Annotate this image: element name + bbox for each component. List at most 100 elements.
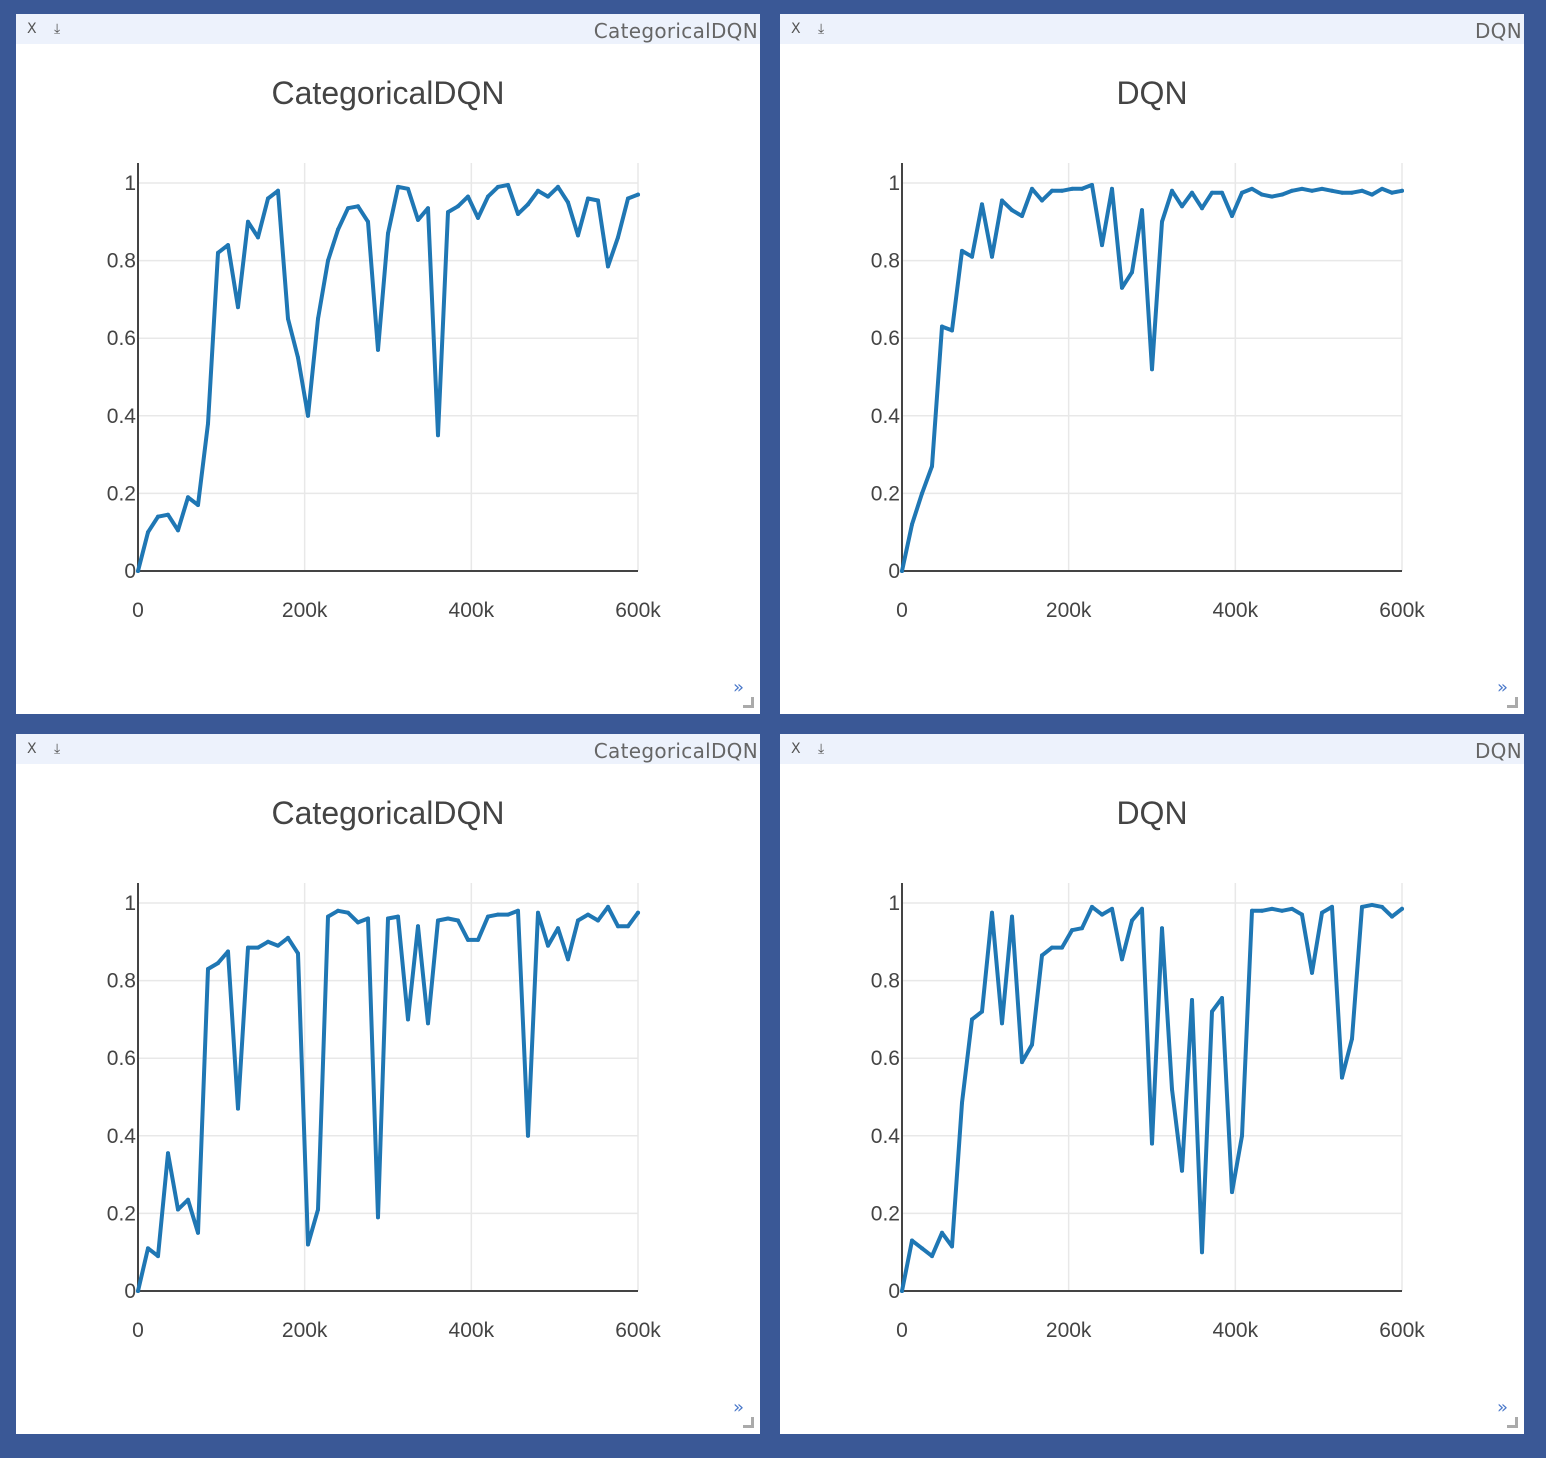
data-point[interactable] xyxy=(1070,928,1074,933)
data-point[interactable] xyxy=(166,1151,170,1156)
pane-title-bar[interactable]: X ⤓ CategoricalDQN xyxy=(16,734,760,764)
download-icon[interactable]: ⤓ xyxy=(818,741,825,757)
data-point[interactable] xyxy=(1330,188,1334,193)
data-point[interactable] xyxy=(1340,190,1344,195)
data-point[interactable] xyxy=(900,1289,904,1293)
data-point[interactable] xyxy=(306,413,310,418)
data-point[interactable] xyxy=(496,912,500,917)
data-point[interactable] xyxy=(990,254,994,259)
data-point[interactable] xyxy=(156,1254,160,1259)
data-point[interactable] xyxy=(176,1207,180,1212)
data-point[interactable] xyxy=(1270,906,1274,911)
data-point[interactable] xyxy=(1320,186,1324,191)
data-point[interactable] xyxy=(1280,192,1284,197)
data-point[interactable] xyxy=(136,569,140,573)
data-point[interactable] xyxy=(940,1230,944,1235)
data-point[interactable] xyxy=(1260,908,1264,913)
data-point[interactable] xyxy=(1340,1075,1344,1080)
download-icon[interactable]: ⤓ xyxy=(54,21,61,37)
data-point[interactable] xyxy=(356,204,360,209)
data-point[interactable] xyxy=(1150,367,1154,372)
data-point[interactable] xyxy=(1390,190,1394,195)
data-point[interactable] xyxy=(1030,1042,1034,1047)
expand-icon[interactable]: » xyxy=(732,1397,744,1418)
data-point[interactable] xyxy=(336,227,340,232)
download-icon[interactable]: ⤓ xyxy=(54,741,61,757)
data-point[interactable] xyxy=(516,908,520,913)
data-point[interactable] xyxy=(566,957,570,962)
data-point[interactable] xyxy=(970,1017,974,1022)
data-point[interactable] xyxy=(476,215,480,220)
data-point[interactable] xyxy=(326,914,330,919)
data-point[interactable] xyxy=(526,1133,530,1138)
data-point[interactable] xyxy=(176,528,180,533)
data-point[interactable] xyxy=(466,937,470,942)
data-point[interactable] xyxy=(356,920,360,925)
data-point[interactable] xyxy=(556,926,560,931)
data-point[interactable] xyxy=(526,202,530,207)
data-point[interactable] xyxy=(276,943,280,948)
series-line[interactable] xyxy=(900,902,1404,1293)
series-line[interactable] xyxy=(136,904,640,1293)
data-point[interactable] xyxy=(1070,186,1074,191)
expand-icon[interactable]: » xyxy=(1496,1397,1508,1418)
data-point[interactable] xyxy=(1320,910,1324,915)
data-point[interactable] xyxy=(626,196,630,201)
data-point[interactable] xyxy=(1060,945,1064,950)
data-point[interactable] xyxy=(1360,188,1364,193)
data-point[interactable] xyxy=(586,196,590,201)
data-point[interactable] xyxy=(1030,186,1034,191)
data-point[interactable] xyxy=(1310,188,1314,193)
series-line[interactable] xyxy=(136,182,640,573)
data-point[interactable] xyxy=(266,939,270,944)
data-point[interactable] xyxy=(576,233,580,238)
data-point[interactable] xyxy=(1330,904,1334,909)
data-point[interactable] xyxy=(246,945,250,950)
data-point[interactable] xyxy=(216,961,220,966)
data-point[interactable] xyxy=(186,495,190,500)
data-point[interactable] xyxy=(376,347,380,352)
line-chart[interactable]: DQN 0 0.2 0.4 0.6 0.8 1 0 200k 400k 600k xyxy=(780,764,1524,1404)
data-point[interactable] xyxy=(990,910,994,915)
data-point[interactable] xyxy=(606,264,610,269)
resize-handle[interactable] xyxy=(743,1417,754,1428)
data-point[interactable] xyxy=(960,248,964,253)
data-point[interactable] xyxy=(626,924,630,929)
data-point[interactable] xyxy=(980,1009,984,1014)
data-point[interactable] xyxy=(1310,970,1314,975)
data-point[interactable] xyxy=(346,206,350,211)
data-point[interactable] xyxy=(1260,192,1264,197)
data-point[interactable] xyxy=(476,937,480,942)
data-point[interactable] xyxy=(1280,908,1284,913)
data-point[interactable] xyxy=(1050,945,1054,950)
data-point[interactable] xyxy=(636,192,640,197)
data-point[interactable] xyxy=(1220,996,1224,1001)
data-point[interactable] xyxy=(196,1230,200,1235)
data-point[interactable] xyxy=(1400,188,1404,193)
data-point[interactable] xyxy=(546,194,550,199)
data-point[interactable] xyxy=(1380,904,1384,909)
data-point[interactable] xyxy=(406,1017,410,1022)
data-point[interactable] xyxy=(1360,904,1364,909)
data-point[interactable] xyxy=(456,918,460,923)
data-point[interactable] xyxy=(970,254,974,259)
data-point[interactable] xyxy=(366,916,370,921)
data-point[interactable] xyxy=(1130,270,1134,275)
data-point[interactable] xyxy=(146,530,150,535)
data-point[interactable] xyxy=(920,1246,924,1251)
data-point[interactable] xyxy=(276,188,280,193)
data-point[interactable] xyxy=(950,1244,954,1249)
data-point[interactable] xyxy=(516,212,520,217)
data-point[interactable] xyxy=(940,324,944,329)
data-point[interactable] xyxy=(1120,285,1124,290)
data-point[interactable] xyxy=(436,433,440,438)
line-chart[interactable]: DQN 0 0.2 0.4 0.6 0.8 1 0 200k 400k 600k xyxy=(780,44,1524,684)
data-point[interactable] xyxy=(1180,1168,1184,1173)
data-point[interactable] xyxy=(386,231,390,236)
series-line[interactable] xyxy=(900,182,1404,573)
data-point[interactable] xyxy=(1140,906,1144,911)
data-point[interactable] xyxy=(960,1100,964,1105)
data-point[interactable] xyxy=(196,503,200,508)
data-point[interactable] xyxy=(206,966,210,971)
data-point[interactable] xyxy=(1040,953,1044,958)
